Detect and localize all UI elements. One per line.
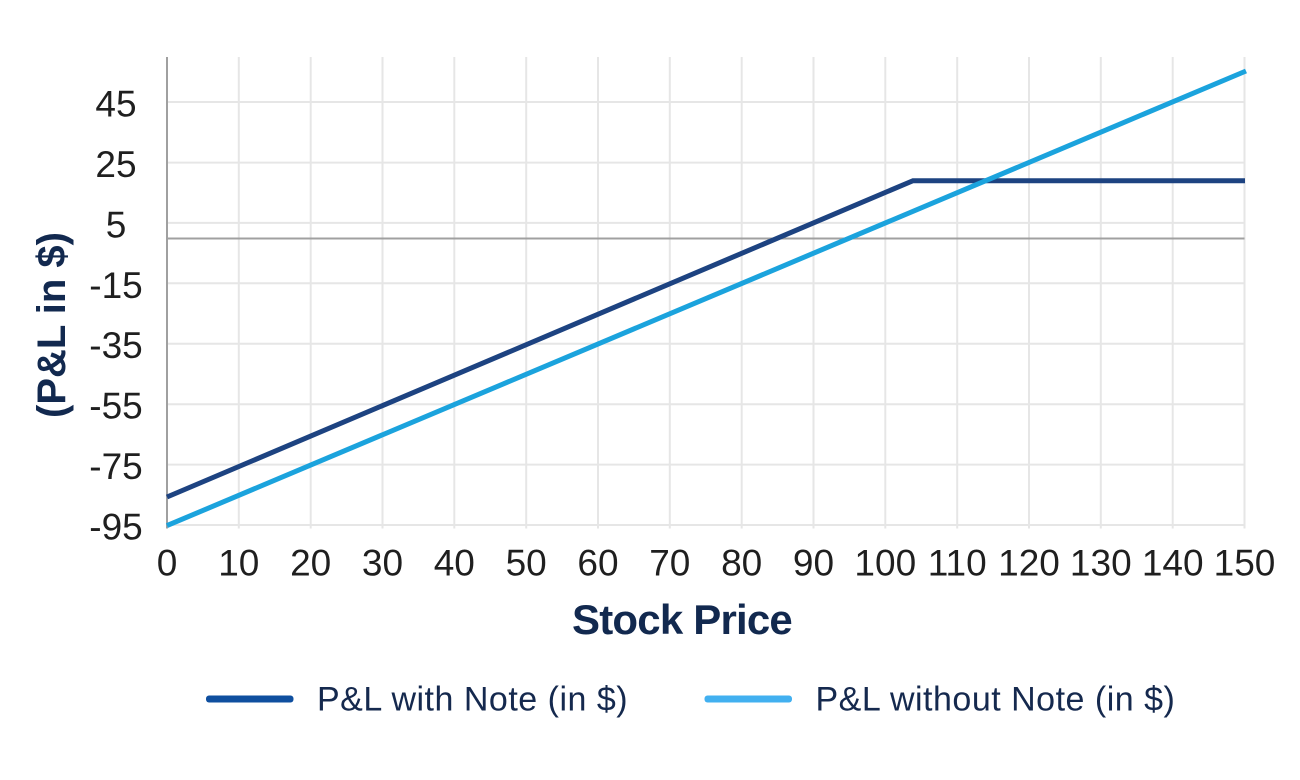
svg-text:150: 150 <box>1214 543 1276 584</box>
svg-text:5: 5 <box>106 204 127 245</box>
svg-text:10: 10 <box>218 543 259 584</box>
svg-text:120: 120 <box>998 543 1060 584</box>
svg-text:-15: -15 <box>89 265 142 306</box>
svg-text:25: 25 <box>95 144 136 185</box>
svg-text:-75: -75 <box>89 446 142 487</box>
svg-text:110: 110 <box>928 543 987 584</box>
svg-text:90: 90 <box>793 543 834 584</box>
svg-text:-95: -95 <box>89 507 142 548</box>
svg-text:50: 50 <box>506 543 547 584</box>
svg-text:P&L without Note (in $): P&L without Note (in $) <box>816 681 1176 719</box>
svg-text:(P&L in $): (P&L in $) <box>30 232 74 418</box>
svg-text:140: 140 <box>1142 543 1204 584</box>
svg-text:100: 100 <box>854 543 916 584</box>
svg-text:45: 45 <box>95 84 136 125</box>
svg-text:80: 80 <box>721 543 762 584</box>
svg-text:Stock Price: Stock Price <box>572 596 792 643</box>
svg-text:40: 40 <box>434 543 475 584</box>
svg-text:-55: -55 <box>89 386 142 427</box>
svg-text:30: 30 <box>362 543 403 584</box>
svg-text:70: 70 <box>649 543 690 584</box>
svg-text:130: 130 <box>1070 543 1132 584</box>
svg-text:P&L with Note (in $): P&L with Note (in $) <box>317 681 628 719</box>
svg-text:60: 60 <box>577 543 618 584</box>
svg-text:0: 0 <box>157 543 178 584</box>
svg-text:-35: -35 <box>89 325 142 366</box>
svg-text:20: 20 <box>290 543 331 584</box>
